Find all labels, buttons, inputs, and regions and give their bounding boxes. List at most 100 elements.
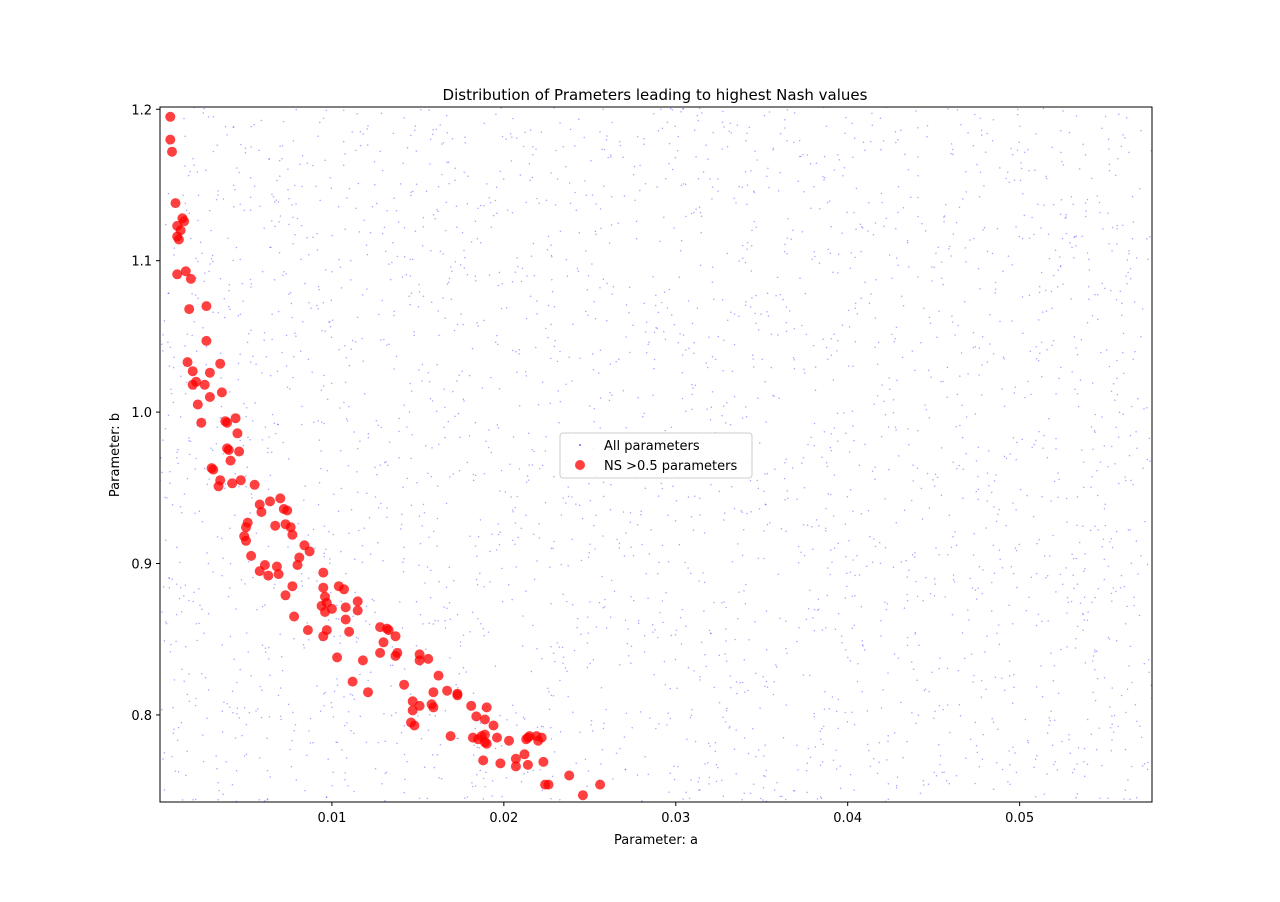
all-param-point [762, 799, 764, 801]
all-param-point [177, 726, 180, 729]
all-param-point [754, 620, 756, 623]
all-param-point [227, 595, 230, 598]
all-param-point [188, 440, 190, 442]
all-param-point [330, 299, 333, 302]
all-param-point [361, 294, 364, 296]
all-param-point [971, 587, 974, 589]
all-param-point [998, 643, 1001, 646]
all-param-point [1048, 417, 1050, 420]
all-param-point [536, 560, 538, 562]
all-param-point [855, 228, 857, 230]
all-param-point [655, 727, 657, 730]
all-param-point [983, 226, 986, 229]
all-param-point [511, 704, 514, 706]
all-param-point [766, 175, 768, 178]
all-param-point [350, 259, 352, 262]
all-param-point [280, 718, 282, 721]
all-param-point [1035, 133, 1037, 135]
all-param-point [760, 797, 762, 800]
all-param-point [706, 762, 709, 764]
all-param-point [912, 464, 914, 466]
all-param-point [289, 748, 291, 751]
all-param-point [594, 230, 597, 233]
all-param-point [396, 255, 399, 258]
all-param-point [459, 641, 462, 643]
all-param-point [699, 676, 701, 678]
all-param-point [1131, 765, 1133, 768]
all-param-point [363, 219, 365, 222]
all-param-point [999, 558, 1001, 561]
all-param-point [521, 645, 524, 647]
all-param-point [524, 718, 526, 720]
all-param-point [599, 349, 602, 352]
all-param-point [1012, 572, 1015, 575]
all-param-point [255, 710, 257, 712]
all-param-point [526, 771, 529, 773]
all-param-point [765, 648, 768, 651]
all-param-point [489, 581, 491, 583]
all-param-point [168, 577, 170, 579]
all-param-point [1115, 530, 1118, 533]
all-param-point [1108, 169, 1111, 172]
all-param-point [336, 678, 338, 680]
all-param-point [804, 292, 807, 295]
all-param-point [993, 572, 996, 574]
all-param-point [416, 481, 418, 484]
all-param-point [1148, 437, 1151, 440]
all-param-point [425, 190, 428, 192]
all-param-point [714, 750, 717, 753]
all-param-point [833, 427, 836, 429]
all-param-point [657, 311, 660, 314]
all-param-point [380, 112, 383, 115]
all-param-point [1130, 479, 1132, 482]
all-param-point [599, 286, 601, 289]
all-param-point [751, 229, 753, 232]
all-param-point [173, 728, 175, 731]
all-param-point [874, 317, 877, 319]
all-param-point [274, 201, 276, 203]
all-param-point [445, 201, 448, 204]
all-param-point [1041, 341, 1043, 344]
all-param-point [729, 686, 732, 689]
all-param-point [660, 482, 663, 485]
all-param-point [825, 627, 827, 629]
all-param-point [826, 201, 829, 204]
all-param-point [465, 671, 468, 673]
all-param-point [610, 224, 613, 226]
all-param-point [1122, 224, 1124, 226]
all-param-point [261, 689, 263, 691]
all-param-point [410, 504, 413, 507]
all-param-point [239, 313, 242, 316]
all-param-point [1149, 235, 1151, 238]
all-param-point [1133, 596, 1135, 599]
all-param-point [186, 750, 188, 752]
all-param-point [1059, 573, 1062, 576]
all-param-point [956, 109, 959, 111]
all-param-point [381, 782, 383, 785]
all-param-point [609, 363, 612, 365]
all-param-point [906, 644, 909, 647]
all-param-point [876, 772, 879, 775]
all-param-point [876, 363, 879, 365]
all-param-point [850, 252, 853, 254]
all-param-point [851, 410, 854, 412]
all-param-point [1094, 649, 1096, 651]
all-param-point [229, 562, 232, 565]
all-param-point [947, 108, 949, 110]
all-param-point [526, 475, 529, 477]
all-param-point [203, 467, 206, 470]
all-param-point [491, 780, 494, 782]
legend-label-ns: NS >0.5 parameters [604, 459, 737, 474]
all-param-point [542, 726, 544, 728]
all-param-point [878, 742, 881, 744]
all-param-point [955, 544, 958, 547]
all-param-point [1132, 358, 1134, 361]
all-param-point [698, 789, 700, 791]
all-param-point [167, 292, 169, 295]
all-param-point [374, 611, 376, 614]
all-param-point [874, 545, 877, 548]
all-param-point [243, 402, 245, 405]
all-param-point [1128, 252, 1130, 255]
all-param-point [332, 716, 335, 718]
all-param-point [717, 190, 719, 192]
